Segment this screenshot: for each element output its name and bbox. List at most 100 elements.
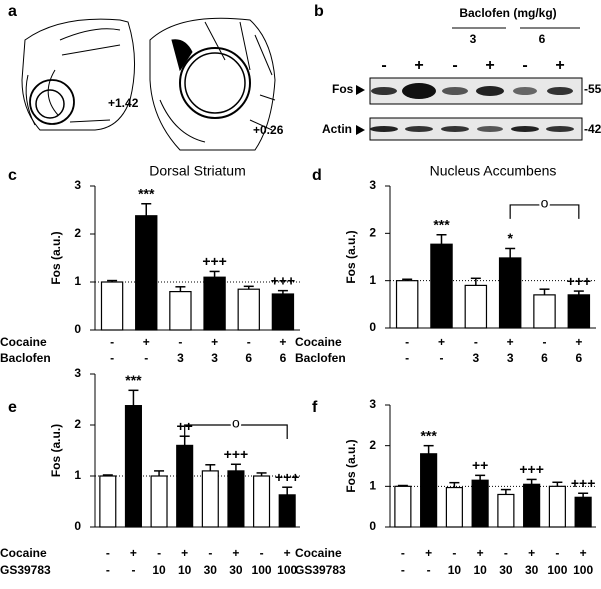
y-tick-label: 0: [74, 322, 81, 336]
chart-title: Nucleus Accumbens: [430, 163, 557, 179]
y-tick-label: 3: [74, 366, 81, 380]
lane-sign: -: [522, 57, 527, 74]
lane-sign: +: [485, 57, 494, 74]
row-value: 6: [245, 351, 252, 365]
row-value: -: [144, 351, 148, 365]
panel-letter: a: [8, 3, 17, 20]
bar: [150, 475, 168, 528]
row-value: +: [143, 335, 150, 349]
bar: [135, 215, 158, 331]
bracket: [184, 424, 288, 439]
bar: [420, 453, 438, 528]
row-value: +: [232, 546, 239, 560]
row-value: -: [427, 563, 431, 577]
bar: [445, 486, 463, 528]
significance: +++: [571, 475, 596, 491]
significance: +++: [567, 273, 592, 289]
band: [511, 126, 539, 132]
row-value: 3: [472, 351, 479, 365]
y-tick-label: 1: [74, 274, 81, 288]
row-value: -: [543, 335, 547, 349]
row-value: -: [401, 546, 405, 560]
blot-label: Fos: [332, 82, 354, 96]
row-label: Baclofen: [295, 351, 346, 365]
row-label: Cocaine: [0, 335, 47, 349]
bar: [395, 280, 419, 329]
significance: +++: [224, 446, 249, 462]
row-value: +: [181, 546, 188, 560]
lane-sign: +: [414, 57, 423, 74]
row-value: -: [474, 335, 478, 349]
y-tick-label: 0: [74, 519, 81, 533]
bar: [497, 493, 515, 528]
row-label: Cocaine: [0, 546, 47, 560]
row-value: 3: [211, 351, 218, 365]
row-value: 100: [277, 563, 297, 577]
bar: [471, 479, 489, 528]
bar: [176, 444, 194, 528]
row-value: +: [438, 335, 445, 349]
bracket-label: o: [541, 195, 549, 211]
band: [477, 126, 503, 132]
band: [371, 87, 397, 95]
bar: [253, 475, 271, 528]
row-value: +: [507, 335, 514, 349]
row-value: 10: [152, 563, 166, 577]
y-tick-label: 1: [369, 273, 376, 287]
bar: [548, 485, 566, 528]
panel-letter: b: [314, 3, 324, 20]
row-value: 100: [573, 563, 593, 577]
row-value: -: [106, 563, 110, 577]
y-tick-label: 2: [74, 417, 81, 431]
y-tick-label: 3: [369, 397, 376, 411]
band: [442, 87, 468, 95]
significance: +++: [275, 469, 300, 485]
significance: ++: [472, 457, 488, 473]
dose-label: 3: [470, 32, 477, 46]
bar: [464, 284, 488, 329]
significance: *: [507, 230, 513, 246]
section-level: +0.26: [253, 123, 284, 137]
bar: [533, 294, 556, 329]
row-value: -: [208, 546, 212, 560]
bar: [100, 281, 124, 331]
band: [546, 126, 574, 132]
band: [441, 126, 469, 132]
mw-marker: -55: [584, 82, 601, 96]
row-value: +: [279, 335, 286, 349]
band: [402, 83, 436, 99]
bar: [523, 483, 541, 528]
row-value: +: [477, 546, 484, 560]
row-label: GS39783: [0, 563, 51, 577]
drug-label: Baclofen (mg/kg): [459, 6, 556, 20]
band: [405, 126, 433, 132]
row-value: 10: [178, 563, 192, 577]
lane-sign: -: [381, 57, 386, 74]
arrow: [356, 125, 365, 135]
section-level: +1.42: [108, 96, 139, 110]
row-value: +: [211, 335, 218, 349]
significance: ***: [138, 185, 155, 201]
y-tick-label: 1: [369, 479, 376, 493]
bar: [124, 405, 142, 528]
row-label: Cocaine: [295, 546, 342, 560]
lane-sign: -: [452, 57, 457, 74]
row-value: -: [504, 546, 508, 560]
arrow: [356, 85, 365, 95]
row-value: +: [575, 335, 582, 349]
row-value: +: [425, 546, 432, 560]
band: [370, 126, 398, 132]
bar: [430, 243, 453, 329]
row-label: GS39783: [295, 563, 346, 577]
row-value: 10: [473, 563, 487, 577]
y-tick-label: 1: [74, 468, 81, 482]
row-value: -: [178, 335, 182, 349]
row-value: 3: [177, 351, 184, 365]
row-value: 30: [525, 563, 539, 577]
row-value: 6: [541, 351, 548, 365]
bar: [271, 293, 295, 331]
significance: +++: [271, 272, 296, 288]
significance: +++: [519, 461, 544, 477]
panel-letter: e: [8, 399, 17, 416]
bracket: [509, 204, 580, 219]
